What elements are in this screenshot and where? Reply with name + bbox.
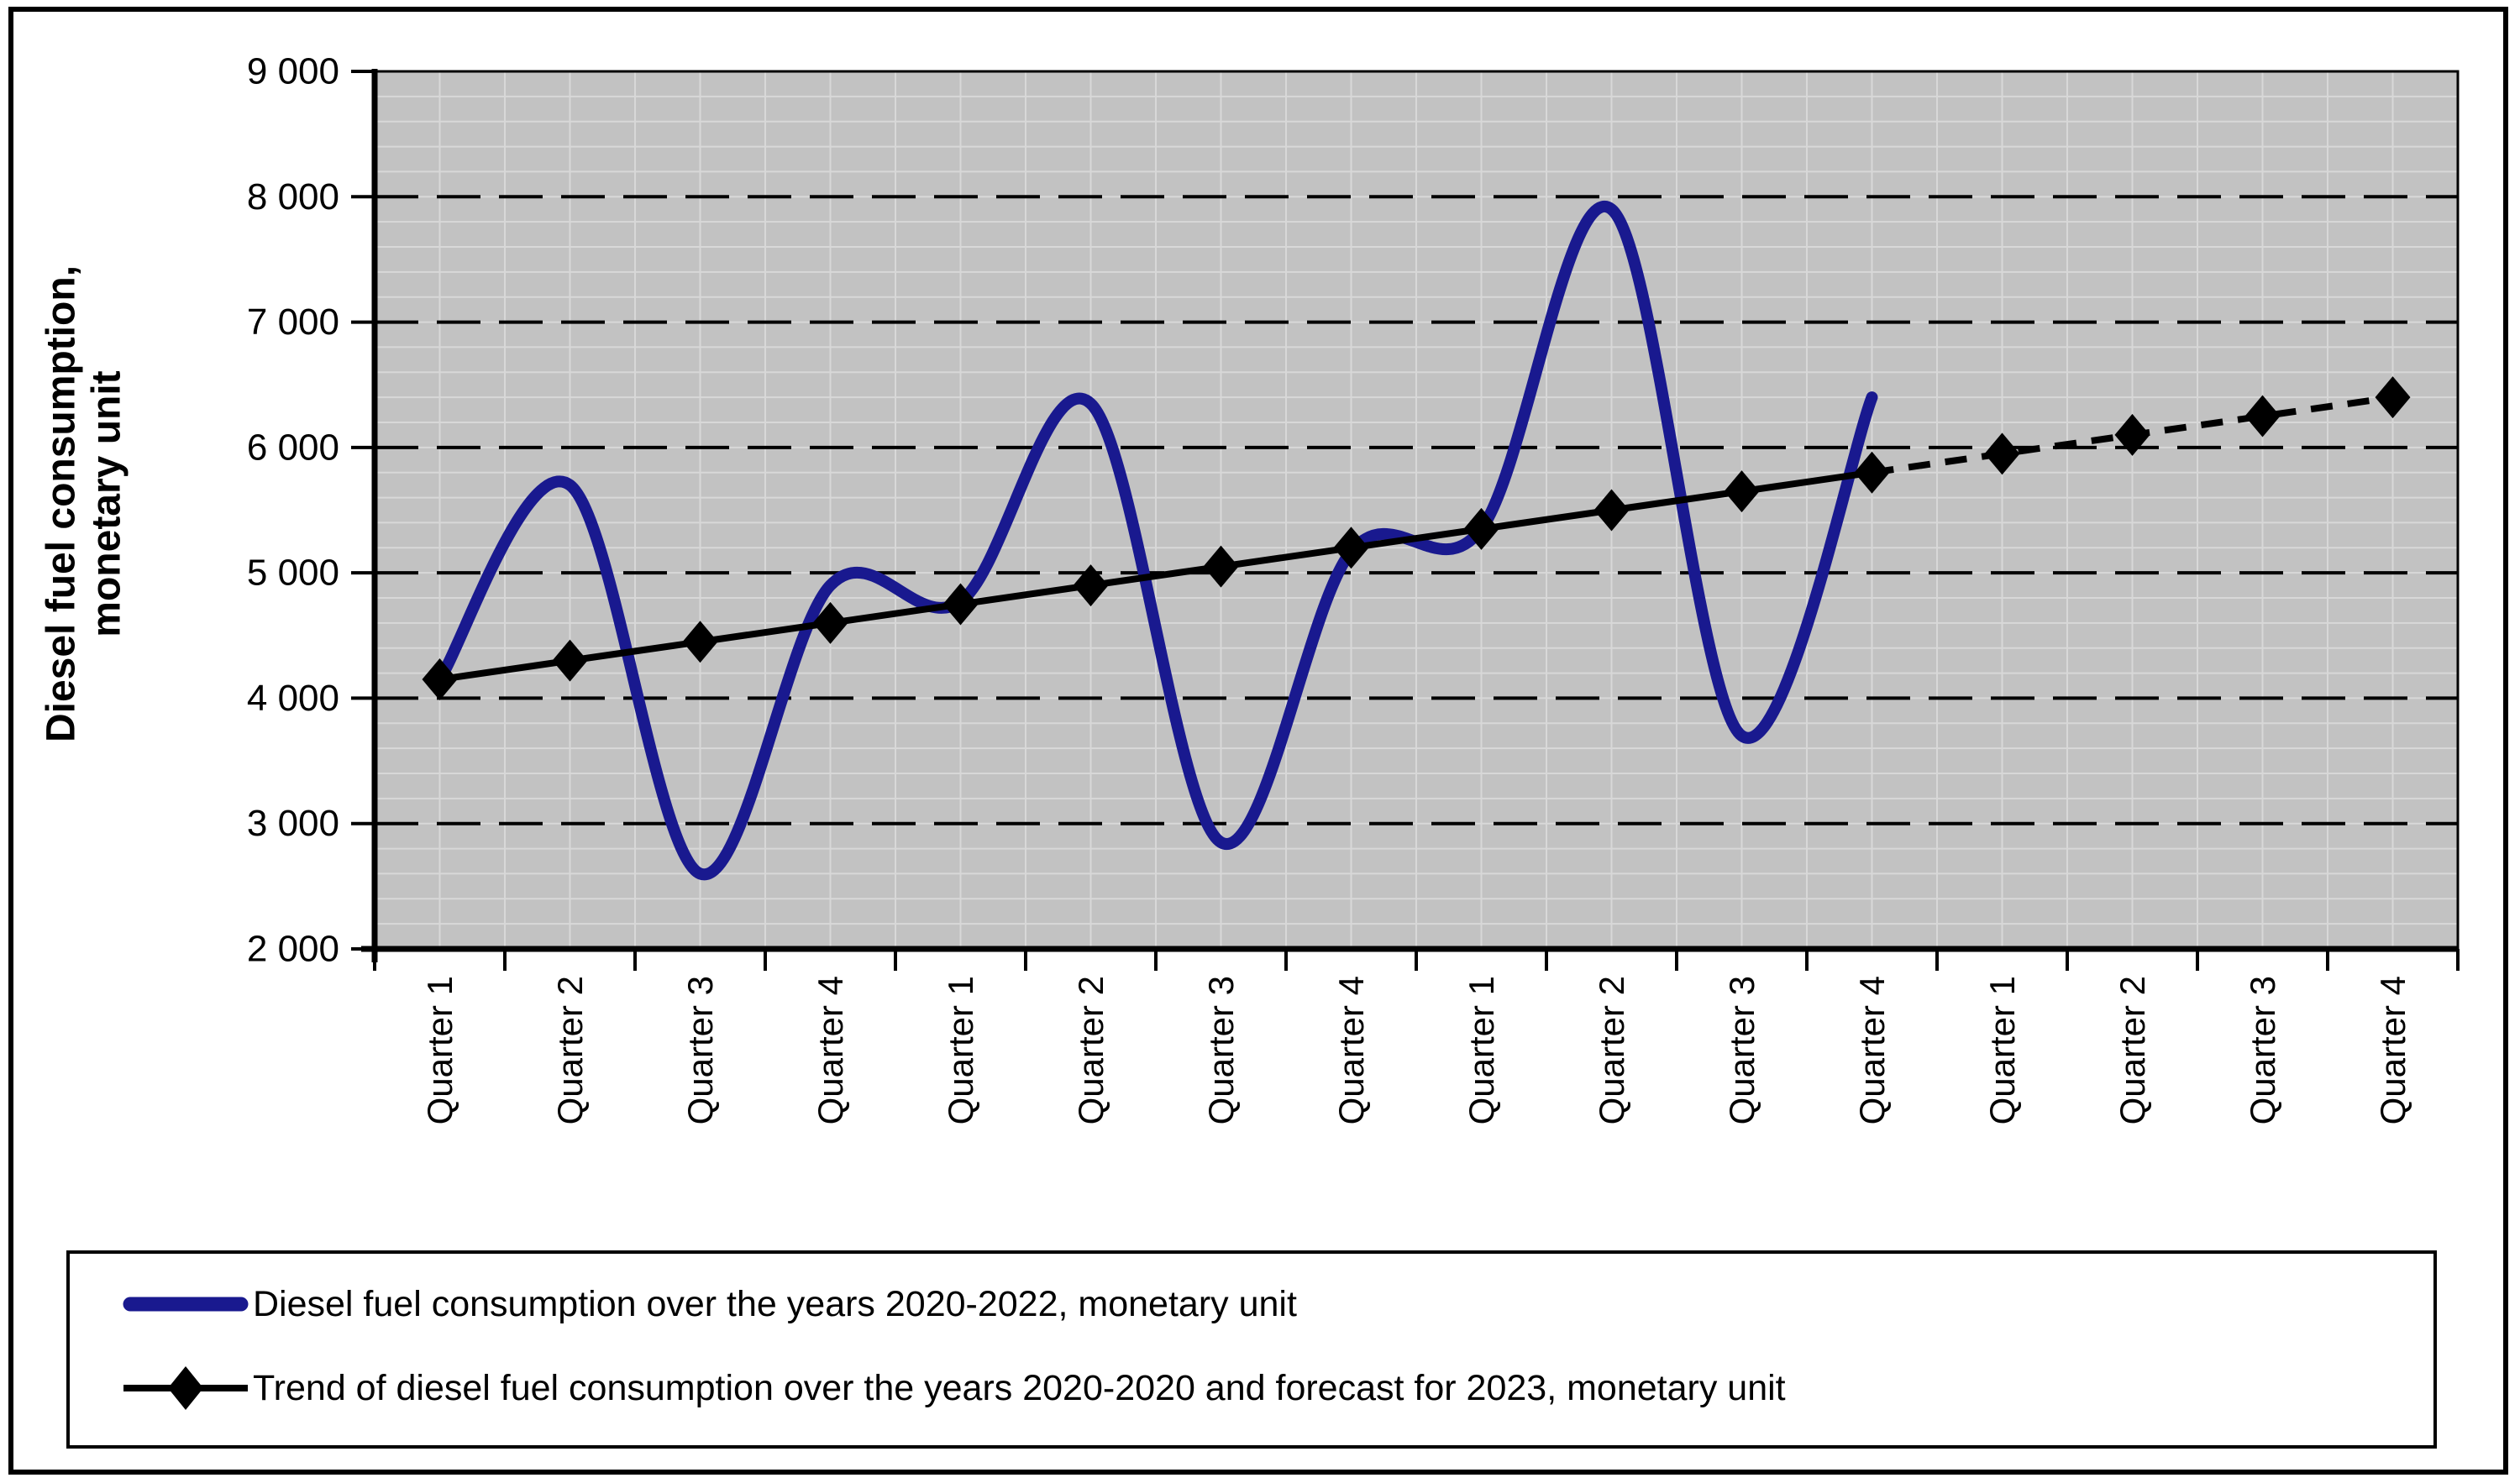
trend-diamond-marker (2114, 413, 2150, 456)
trend-diamond-marker (1854, 451, 1890, 494)
trend-diamond-marker (1984, 432, 2020, 475)
y-tick-label: 5 000 (247, 553, 339, 594)
x-tick-label: Quarter 3 (1722, 976, 1761, 1124)
y-tick-label: 6 000 (247, 427, 339, 468)
x-tick-label: Quarter 3 (2243, 976, 2282, 1124)
y-axis-title-line2: monetary unit (84, 370, 129, 637)
x-tick-label: Quarter 3 (680, 976, 720, 1124)
y-tick-label: 4 000 (247, 678, 339, 719)
legend-box: Diesel fuel consumption over the years 2… (66, 1250, 2437, 1449)
x-tick-label: Quarter 4 (2373, 976, 2412, 1124)
trend-diamond-marker (1463, 507, 1499, 550)
y-tick-label: 8 000 (247, 176, 339, 217)
y-axis-title: Diesel fuel consumption, monetary unit (39, 265, 129, 742)
x-tick-label: Quarter 4 (811, 976, 850, 1124)
trend-diamond-marker (2244, 395, 2281, 438)
y-tick-label: 3 000 (247, 803, 339, 844)
x-tick-label: Quarter 1 (1462, 976, 1501, 1124)
legend-swatch-actual-line-icon (123, 1297, 249, 1312)
x-tick-label: Quarter 2 (1592, 976, 1631, 1124)
trend-series-line (438, 469, 1873, 683)
x-tick-label: Quarter 2 (1071, 976, 1110, 1124)
y-tick-label: 7 000 (247, 301, 339, 343)
trend-diamond-marker (812, 601, 848, 644)
y-tick-label: 9 000 (247, 51, 339, 92)
x-tick-label: Quarter 2 (550, 976, 590, 1124)
y-tick-label: 2 000 (247, 929, 339, 970)
x-tick-label: Quarter 3 (1201, 976, 1241, 1124)
trend-diamond-marker (552, 639, 588, 682)
trend-diamond-marker (422, 658, 458, 701)
y-axis-title-line1: Diesel fuel consumption, (39, 265, 84, 743)
legend-item-trend: Trend of diesel fuel consumption over th… (122, 1361, 2425, 1415)
x-tick-label: Quarter 1 (941, 976, 980, 1124)
trend-diamond-marker (682, 621, 718, 663)
trend-diamond-marker (1073, 564, 1109, 607)
trend-diamond-marker (1593, 489, 1630, 532)
trend-diamond-marker (1203, 545, 1239, 588)
x-tick-label: Quarter 4 (1331, 976, 1371, 1124)
legend-item-actual: Diesel fuel consumption over the years 2… (122, 1284, 2425, 1325)
trend-diamond-marker (2375, 376, 2411, 419)
actual-series-line (433, 201, 1878, 881)
legend-swatch-trend-line-icon (123, 1366, 248, 1411)
legend-label-trend: Trend of diesel fuel consumption over th… (253, 1367, 1786, 1408)
x-tick-label: Quarter 1 (420, 976, 459, 1124)
x-tick-label: Quarter 1 (1982, 976, 2022, 1124)
trend-diamond-marker (1724, 470, 1760, 513)
x-tick-label: Quarter 4 (1852, 976, 1892, 1124)
trend-diamond-marker (942, 583, 979, 626)
x-tick-label: Quarter 2 (2113, 976, 2152, 1124)
legend-label-actual: Diesel fuel consumption over the years 2… (253, 1283, 1297, 1324)
trend-diamond-marker (1333, 527, 1369, 569)
